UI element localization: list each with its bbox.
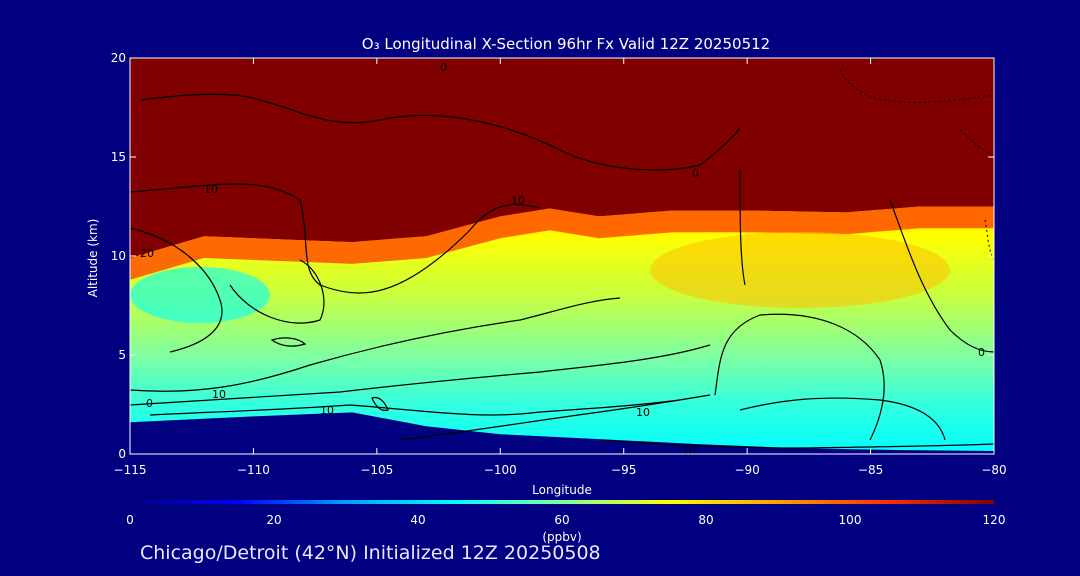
dotted-contour [839,69,994,104]
y-tick-label: 20 [111,51,126,65]
contour-label: 10 [212,388,226,401]
contour-line [371,396,389,411]
colorbar-tick-label: 60 [554,513,569,527]
colorbar-strip [130,500,994,504]
contour-label: 10 [636,406,650,419]
contour-line [130,227,223,353]
contour-line [599,439,994,449]
high-ozone-region [650,232,950,308]
x-tick-label: −90 [734,463,759,477]
dotted-contour [959,129,994,156]
contour-line [229,259,325,324]
contour-line [139,93,741,171]
dotted-contours [839,69,994,261]
contour-line [739,169,746,286]
contour-line [399,394,711,441]
colorbar-tick-label: 80 [698,513,713,527]
contour-line [714,313,885,441]
plot-area: 0 10 0 10 20 10 0 10 10 10 0 [130,58,994,458]
low-ozone-pocket [130,267,270,323]
colorbar: 0 20 40 60 80 100 120 (ppbv) [126,500,1005,544]
contour-lines [130,93,994,449]
contour-label: 10 [204,183,218,196]
x-tick-label: −100 [484,463,517,477]
contour-label: 0 [440,61,447,74]
stratosphere-fill [130,58,994,258]
x-tick-label: −110 [237,463,270,477]
x-axis-label: Longitude [532,483,592,497]
colorbar-unit-label: (ppbv) [542,530,581,544]
colorbar-tick-label: 100 [839,513,862,527]
contour-line [149,399,681,416]
boundary-layer-fill [130,412,994,454]
contour-line [130,183,541,294]
chart-title: O₃ Longitudinal X-Section 96hr Fx Valid … [362,35,770,53]
colorbar-tick-label: 40 [410,513,425,527]
y-tick-label: 5 [118,348,126,362]
contour-label: 10 [682,445,696,458]
contour-label: 10 [320,404,334,417]
contour-label: 0 [978,346,985,359]
x-tick-label: −105 [360,463,393,477]
y-tick-label: 15 [111,150,126,164]
colorbar-tick-label: 120 [983,513,1006,527]
contour-label: 0 [692,167,699,180]
y-axis: 0 5 10 15 20 [111,51,994,461]
contour-line [130,297,621,392]
x-tick-label: −95 [611,463,636,477]
colorbar-tick-label: 0 [126,513,134,527]
contour-line [739,397,946,441]
contour-label: 20 [140,247,154,260]
contour-line [270,337,307,347]
contour-label: 0 [146,397,153,410]
x-tick-label: −80 [981,463,1006,477]
contour-label: 10 [511,194,525,207]
x-tick-label: −85 [858,463,883,477]
y-axis-label: Altitude (km) [86,219,100,298]
y-tick-label: 0 [118,447,126,461]
y-tick-label: 10 [111,249,126,263]
x-tick-label: −115 [114,463,147,477]
footer-caption: Chicago/Detroit (42°N) Initialized 12Z 2… [140,542,601,564]
tropopause-transition [130,206,994,280]
colorbar-tick-label: 20 [266,513,281,527]
contour-labels: 0 10 0 10 20 10 0 10 10 10 0 [140,61,985,458]
contour-line [889,199,994,353]
x-axis: −115 −110 −105 −100 −95 −90 −85 −80 [114,58,1007,477]
contour-line [130,344,711,406]
